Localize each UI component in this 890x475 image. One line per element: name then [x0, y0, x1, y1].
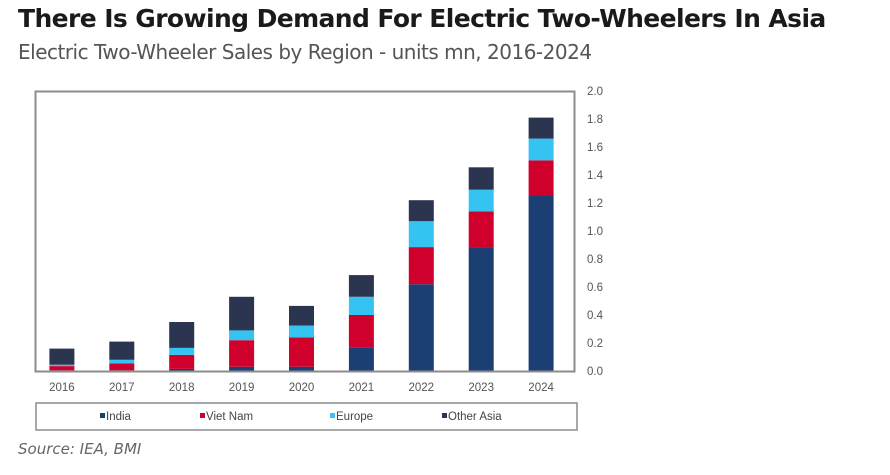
bar-viet-nam-2020 — [289, 337, 314, 367]
legend-label-europe: Europe — [336, 411, 373, 423]
y-tick-label: 2.0 — [587, 86, 603, 98]
x-tick-label: 2019 — [229, 382, 255, 394]
legend-swatch-india — [100, 413, 105, 418]
y-tick-label: 0.4 — [587, 310, 604, 322]
bar-other-asia-2016 — [49, 348, 75, 365]
bar-other-asia-2019 — [229, 296, 255, 331]
bar-india-2020 — [289, 366, 314, 371]
bar-viet-nam-2016 — [49, 366, 75, 371]
bar-europe-2023 — [468, 189, 494, 212]
legend-swatch-europe — [330, 413, 335, 418]
bar-viet-nam-2023 — [468, 211, 494, 248]
bar-other-asia-2021 — [348, 275, 374, 297]
y-tick-label: 0.8 — [587, 254, 603, 266]
bar-other-asia-2018 — [169, 322, 195, 348]
x-tick-label: 2021 — [349, 382, 375, 394]
legend: India Viet Nam Europe Other Asia — [100, 411, 502, 423]
bar-india-2018 — [169, 368, 195, 371]
bar-other-asia-2024 — [528, 117, 554, 139]
y-tick-label: 0.0 — [587, 366, 603, 378]
y-tick-label: 1.8 — [587, 114, 603, 126]
legend-label-other-asia: Other Asia — [448, 411, 502, 423]
bar-viet-nam-2018 — [169, 354, 195, 369]
bar-viet-nam-2021 — [348, 315, 374, 348]
y-tick-label: 1.0 — [587, 226, 603, 238]
bar-india-2023 — [468, 247, 494, 371]
chart-subtitle: Electric Two-Wheeler Sales by Region - u… — [18, 40, 592, 64]
x-tick-label: 2016 — [49, 382, 75, 394]
x-tick-label: 2024 — [528, 382, 554, 394]
x-tick-label: 2017 — [109, 382, 135, 394]
y-tick-label: 1.6 — [587, 142, 603, 154]
y-tick-label: 1.4 — [587, 170, 604, 182]
bar-europe-2020 — [289, 325, 314, 338]
bar-viet-nam-2017 — [109, 363, 135, 371]
bar-europe-2019 — [229, 330, 255, 341]
bar-india-2019 — [229, 366, 255, 371]
legend-label-viet-nam: Viet Nam — [206, 411, 253, 423]
x-tick-label: 2018 — [169, 382, 195, 394]
y-tick-label: 0.2 — [587, 338, 603, 350]
x-tick-label: 2023 — [468, 382, 494, 394]
bar-europe-2021 — [348, 296, 374, 315]
bar-india-2022 — [408, 284, 434, 371]
bar-india-2024 — [528, 196, 554, 371]
legend-label-india: India — [106, 411, 132, 423]
bar-europe-2022 — [408, 221, 434, 248]
y-tick-label: 1.2 — [587, 198, 603, 210]
bars-group — [49, 117, 554, 371]
bar-viet-nam-2024 — [528, 160, 554, 196]
x-axis-ticks: 2016 2017 2018 2019 2020 2021 2022 2023 2024 — [49, 382, 554, 394]
x-tick-label: 2022 — [409, 382, 435, 394]
legend-swatch-other-asia — [442, 413, 447, 418]
legend-swatch-viet-nam — [200, 413, 205, 418]
bar-europe-2017 — [109, 359, 135, 364]
y-tick-label: 0.6 — [587, 282, 603, 294]
bar-other-asia-2022 — [408, 200, 434, 222]
chart-title: There Is Growing Demand For Electric Two… — [18, 4, 826, 33]
bar-other-asia-2023 — [468, 167, 494, 190]
bar-viet-nam-2022 — [408, 247, 434, 285]
y-axis-ticks: 0.0 0.2 0.4 0.6 0.8 1.0 1.2 1.4 1.6 1.8 2.0 — [587, 86, 604, 378]
bar-viet-nam-2019 — [229, 340, 255, 367]
bar-other-asia-2020 — [289, 305, 314, 326]
legend-box — [35, 402, 578, 431]
bar-europe-2016 — [49, 364, 75, 367]
x-tick-label: 2020 — [289, 382, 315, 394]
bar-india-2021 — [348, 347, 374, 371]
source-note: Source: IEA, BMI — [18, 440, 142, 458]
bar-europe-2018 — [169, 347, 195, 355]
bar-europe-2024 — [528, 138, 554, 161]
bar-other-asia-2017 — [109, 341, 135, 360]
plot-frame — [34, 90, 576, 373]
